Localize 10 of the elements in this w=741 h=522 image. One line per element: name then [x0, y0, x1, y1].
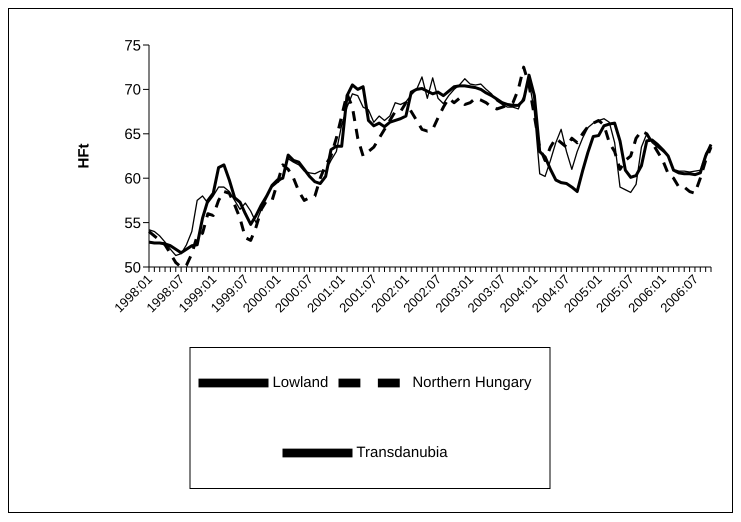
legend-label: Transdanubia	[356, 444, 448, 461]
y-tick-label: 65	[124, 126, 141, 144]
y-axis-title: HFt	[75, 144, 92, 168]
y-tick-label: 55	[124, 214, 141, 232]
y-tick-label: 75	[124, 37, 141, 54]
y-tick-label: 70	[124, 82, 141, 99]
legend-label: Northern Hungary	[412, 374, 532, 391]
y-tick-label: 60	[124, 170, 141, 188]
legend-label: Lowland	[272, 374, 328, 391]
y-tick-label: 50	[124, 259, 141, 276]
